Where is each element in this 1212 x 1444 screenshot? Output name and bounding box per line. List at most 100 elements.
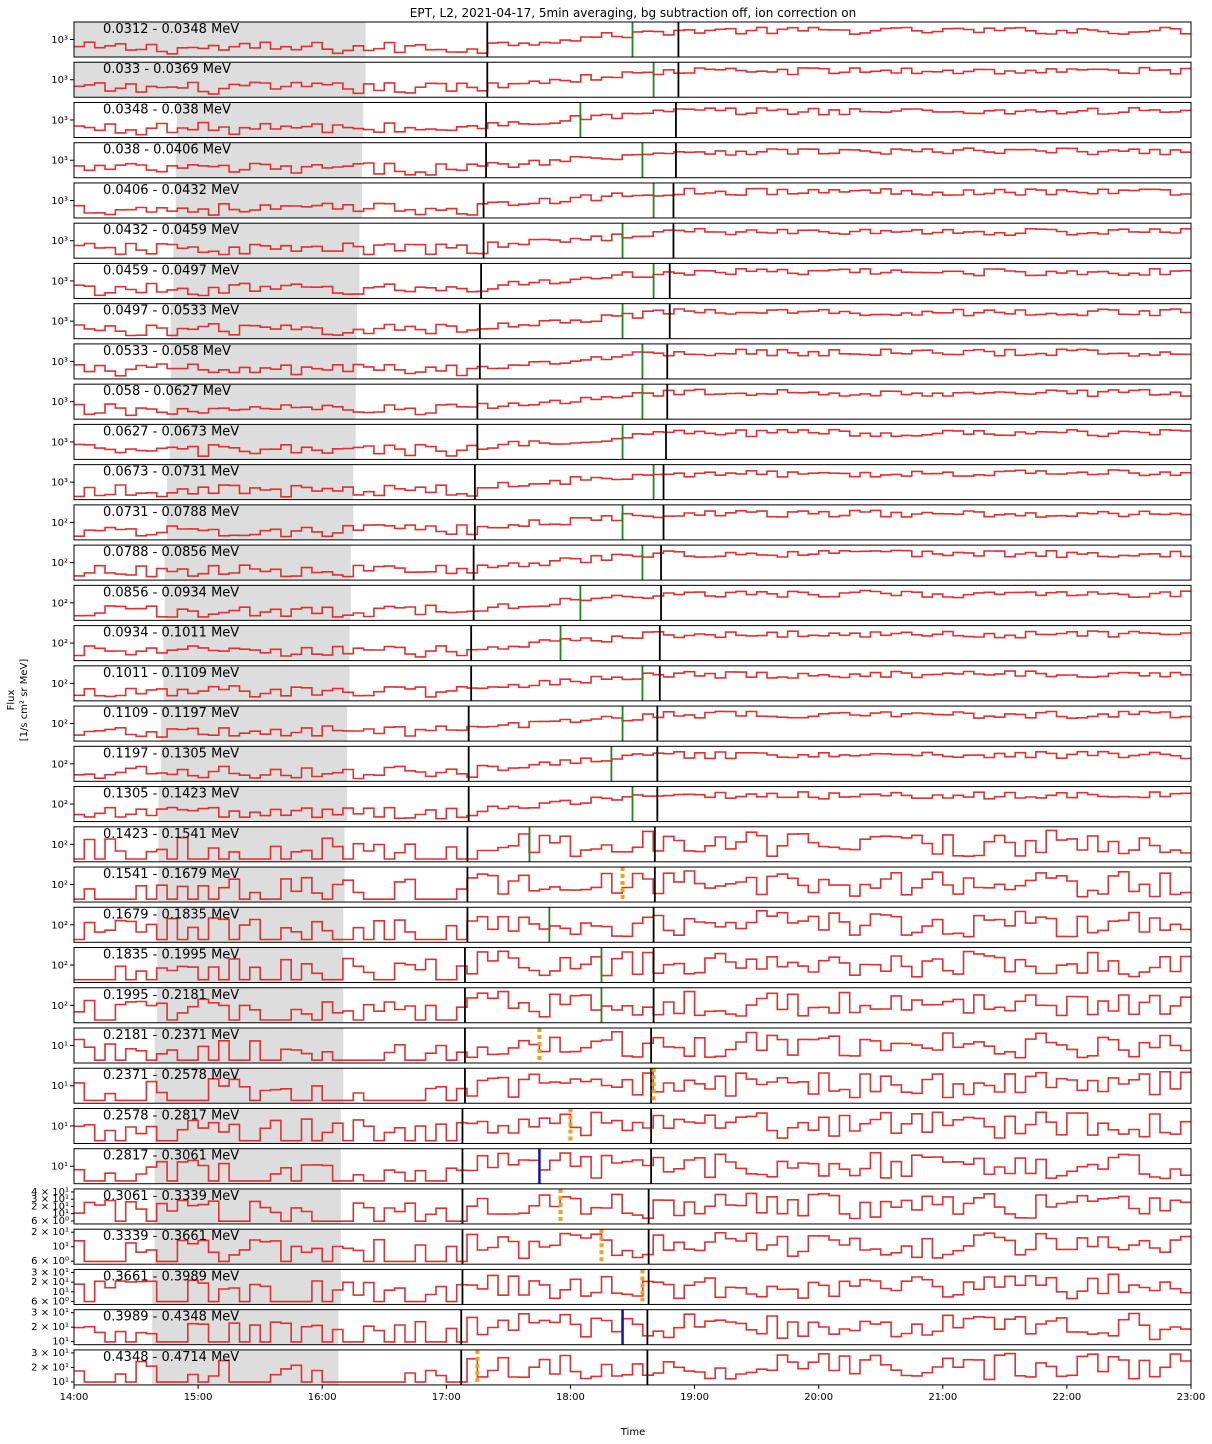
channel-label: 0.0934 - 0.1011 MeV <box>103 626 239 641</box>
panel: 0.0788 - 0.0856 MeV 10² <box>51 544 1192 581</box>
flux-trace <box>74 509 1191 538</box>
y-tick-label: 10³ <box>51 397 68 408</box>
y-tick-label: 10² <box>51 679 68 690</box>
y-tick-label: 3 × 10¹ <box>31 1267 69 1278</box>
y-tick-label: 10² <box>51 920 68 931</box>
panel: 0.0406 - 0.0432 MeV 10³ <box>51 182 1192 219</box>
flux-trace <box>74 549 1191 578</box>
channel-label: 0.2181 - 0.2371 MeV <box>103 1028 239 1043</box>
flux-trace <box>74 388 1191 417</box>
y-tick-label: 3 × 10¹ <box>31 1308 69 1319</box>
y-tick-label: 10¹ <box>51 1162 68 1173</box>
flux-trace <box>74 950 1191 981</box>
panel: 0.1995 - 0.2181 MeV 10² <box>51 987 1192 1024</box>
flux-trace <box>74 1312 1191 1343</box>
background-window <box>74 62 366 98</box>
panel: 0.3989 - 0.4348 MeV 3 × 10¹ 2 × 10¹ 10¹ <box>31 1308 1192 1348</box>
y-tick-label: 10³ <box>51 478 68 489</box>
channel-label: 0.3989 - 0.4348 MeV <box>103 1310 239 1325</box>
channel-label: 0.0312 - 0.0348 MeV <box>103 22 239 37</box>
panel: 0.1835 - 0.1995 MeV 10² <box>51 947 1192 984</box>
channel-label: 0.4348 - 0.4714 MeV <box>103 1350 239 1365</box>
panel: 0.0459 - 0.0497 MeV 10³ <box>51 262 1192 299</box>
y-tick-label: 10¹ <box>51 1081 68 1092</box>
x-axis-label: Time <box>620 1427 645 1438</box>
channel-label: 0.0788 - 0.0856 MeV <box>103 545 239 560</box>
panel: 0.2371 - 0.2578 MeV 10¹ <box>51 1067 1192 1104</box>
channel-label: 0.0497 - 0.0533 MeV <box>103 304 239 319</box>
flux-trace <box>74 469 1191 498</box>
channel-label: 0.038 - 0.0406 MeV <box>103 143 231 158</box>
x-tick-label: 19:00 <box>680 1392 709 1403</box>
y-tick-label: 10¹ <box>52 1287 69 1298</box>
y-tick-label: 10² <box>51 639 68 650</box>
y-axis-label: Flux [1/s cm² sr MeV] <box>6 659 30 742</box>
channel-label: 0.0432 - 0.0459 MeV <box>103 223 239 238</box>
flux-trace <box>74 107 1191 136</box>
background-window <box>173 263 360 299</box>
flux-trace <box>74 308 1191 337</box>
background-window <box>154 1188 341 1224</box>
panel: 0.1109 - 0.1197 MeV 10² <box>51 705 1192 742</box>
background-window <box>164 585 351 621</box>
y-tick-label: 10² <box>51 800 68 811</box>
channel-label: 0.033 - 0.0369 MeV <box>103 62 231 77</box>
y-tick-label: 10² <box>51 719 68 730</box>
background-window <box>170 303 357 339</box>
x-tick-label: 16:00 <box>308 1392 337 1403</box>
x-tick-label: 20:00 <box>804 1392 833 1403</box>
y-tick-label: 6 × 10⁰ <box>31 1216 69 1227</box>
panel: 0.0312 - 0.0348 MeV 10³ <box>51 21 1192 58</box>
y-tick-label: 10³ <box>51 357 68 368</box>
background-window <box>152 1349 339 1385</box>
panel: 0.2181 - 0.2371 MeV 10¹ <box>51 1027 1192 1064</box>
y-tick-label: 10² <box>51 558 68 569</box>
x-tick-label: 22:00 <box>1052 1392 1081 1403</box>
flux-trace <box>74 791 1191 820</box>
flux-trace <box>74 428 1191 457</box>
background-window <box>175 142 362 178</box>
panel: 0.1305 - 0.1423 MeV 10² <box>51 786 1192 823</box>
channel-label: 0.0627 - 0.0673 MeV <box>103 424 239 439</box>
y-tick-label: 10³ <box>51 196 68 207</box>
y-tick-label: 10² <box>51 518 68 529</box>
flux-trace <box>74 348 1191 377</box>
y-tick-label: 10¹ <box>51 1041 68 1052</box>
flux-trace <box>74 1151 1191 1182</box>
chart-title: EPT, L2, 2021-04-17, 5min averaging, bg … <box>410 6 856 20</box>
y-tick-label: 6 × 10⁰ <box>31 1296 69 1307</box>
flux-trace <box>74 187 1191 216</box>
y-tick-label: 10² <box>51 961 68 972</box>
y-tick-label: 2 × 10¹ <box>31 1322 69 1333</box>
channel-label: 0.1679 - 0.1835 MeV <box>103 907 239 922</box>
x-tick-label: 21:00 <box>928 1392 957 1403</box>
y-tick-label: 10¹ <box>52 1337 69 1348</box>
x-tick-label: 14:00 <box>60 1392 89 1403</box>
panel: 0.1679 - 0.1835 MeV 10² <box>51 906 1192 943</box>
flux-trace <box>74 1031 1191 1061</box>
flux-trace <box>74 829 1191 860</box>
y-tick-label: 2 × 10¹ <box>31 1277 69 1288</box>
panel: 0.4348 - 0.4714 MeV 3 × 10¹ 2 × 10¹ 10¹ <box>31 1348 1192 1388</box>
y-tick-label: 10² <box>51 840 68 851</box>
flux-trace <box>74 147 1191 176</box>
y-tick-label: 10¹ <box>52 1209 69 1220</box>
channel-label: 0.1423 - 0.1541 MeV <box>103 827 239 842</box>
y-tick-label: 2 × 10¹ <box>31 1227 69 1238</box>
y-tick-label: 2 × 10¹ <box>31 1201 69 1212</box>
flux-trace <box>74 227 1191 256</box>
channel-label: 0.1197 - 0.1305 MeV <box>103 746 239 761</box>
flux-trace <box>74 1111 1191 1142</box>
y-tick-label: 3 × 10¹ <box>31 1348 69 1359</box>
background-window <box>158 786 348 822</box>
channel-label: 0.0533 - 0.058 MeV <box>103 344 231 359</box>
y-tick-label: 10¹ <box>51 1121 68 1132</box>
panel: 0.0627 - 0.0673 MeV 10³ <box>51 423 1192 460</box>
background-window <box>170 343 357 379</box>
y-tick-label: 10³ <box>51 115 68 126</box>
channel-label: 0.1109 - 0.1197 MeV <box>103 706 239 721</box>
